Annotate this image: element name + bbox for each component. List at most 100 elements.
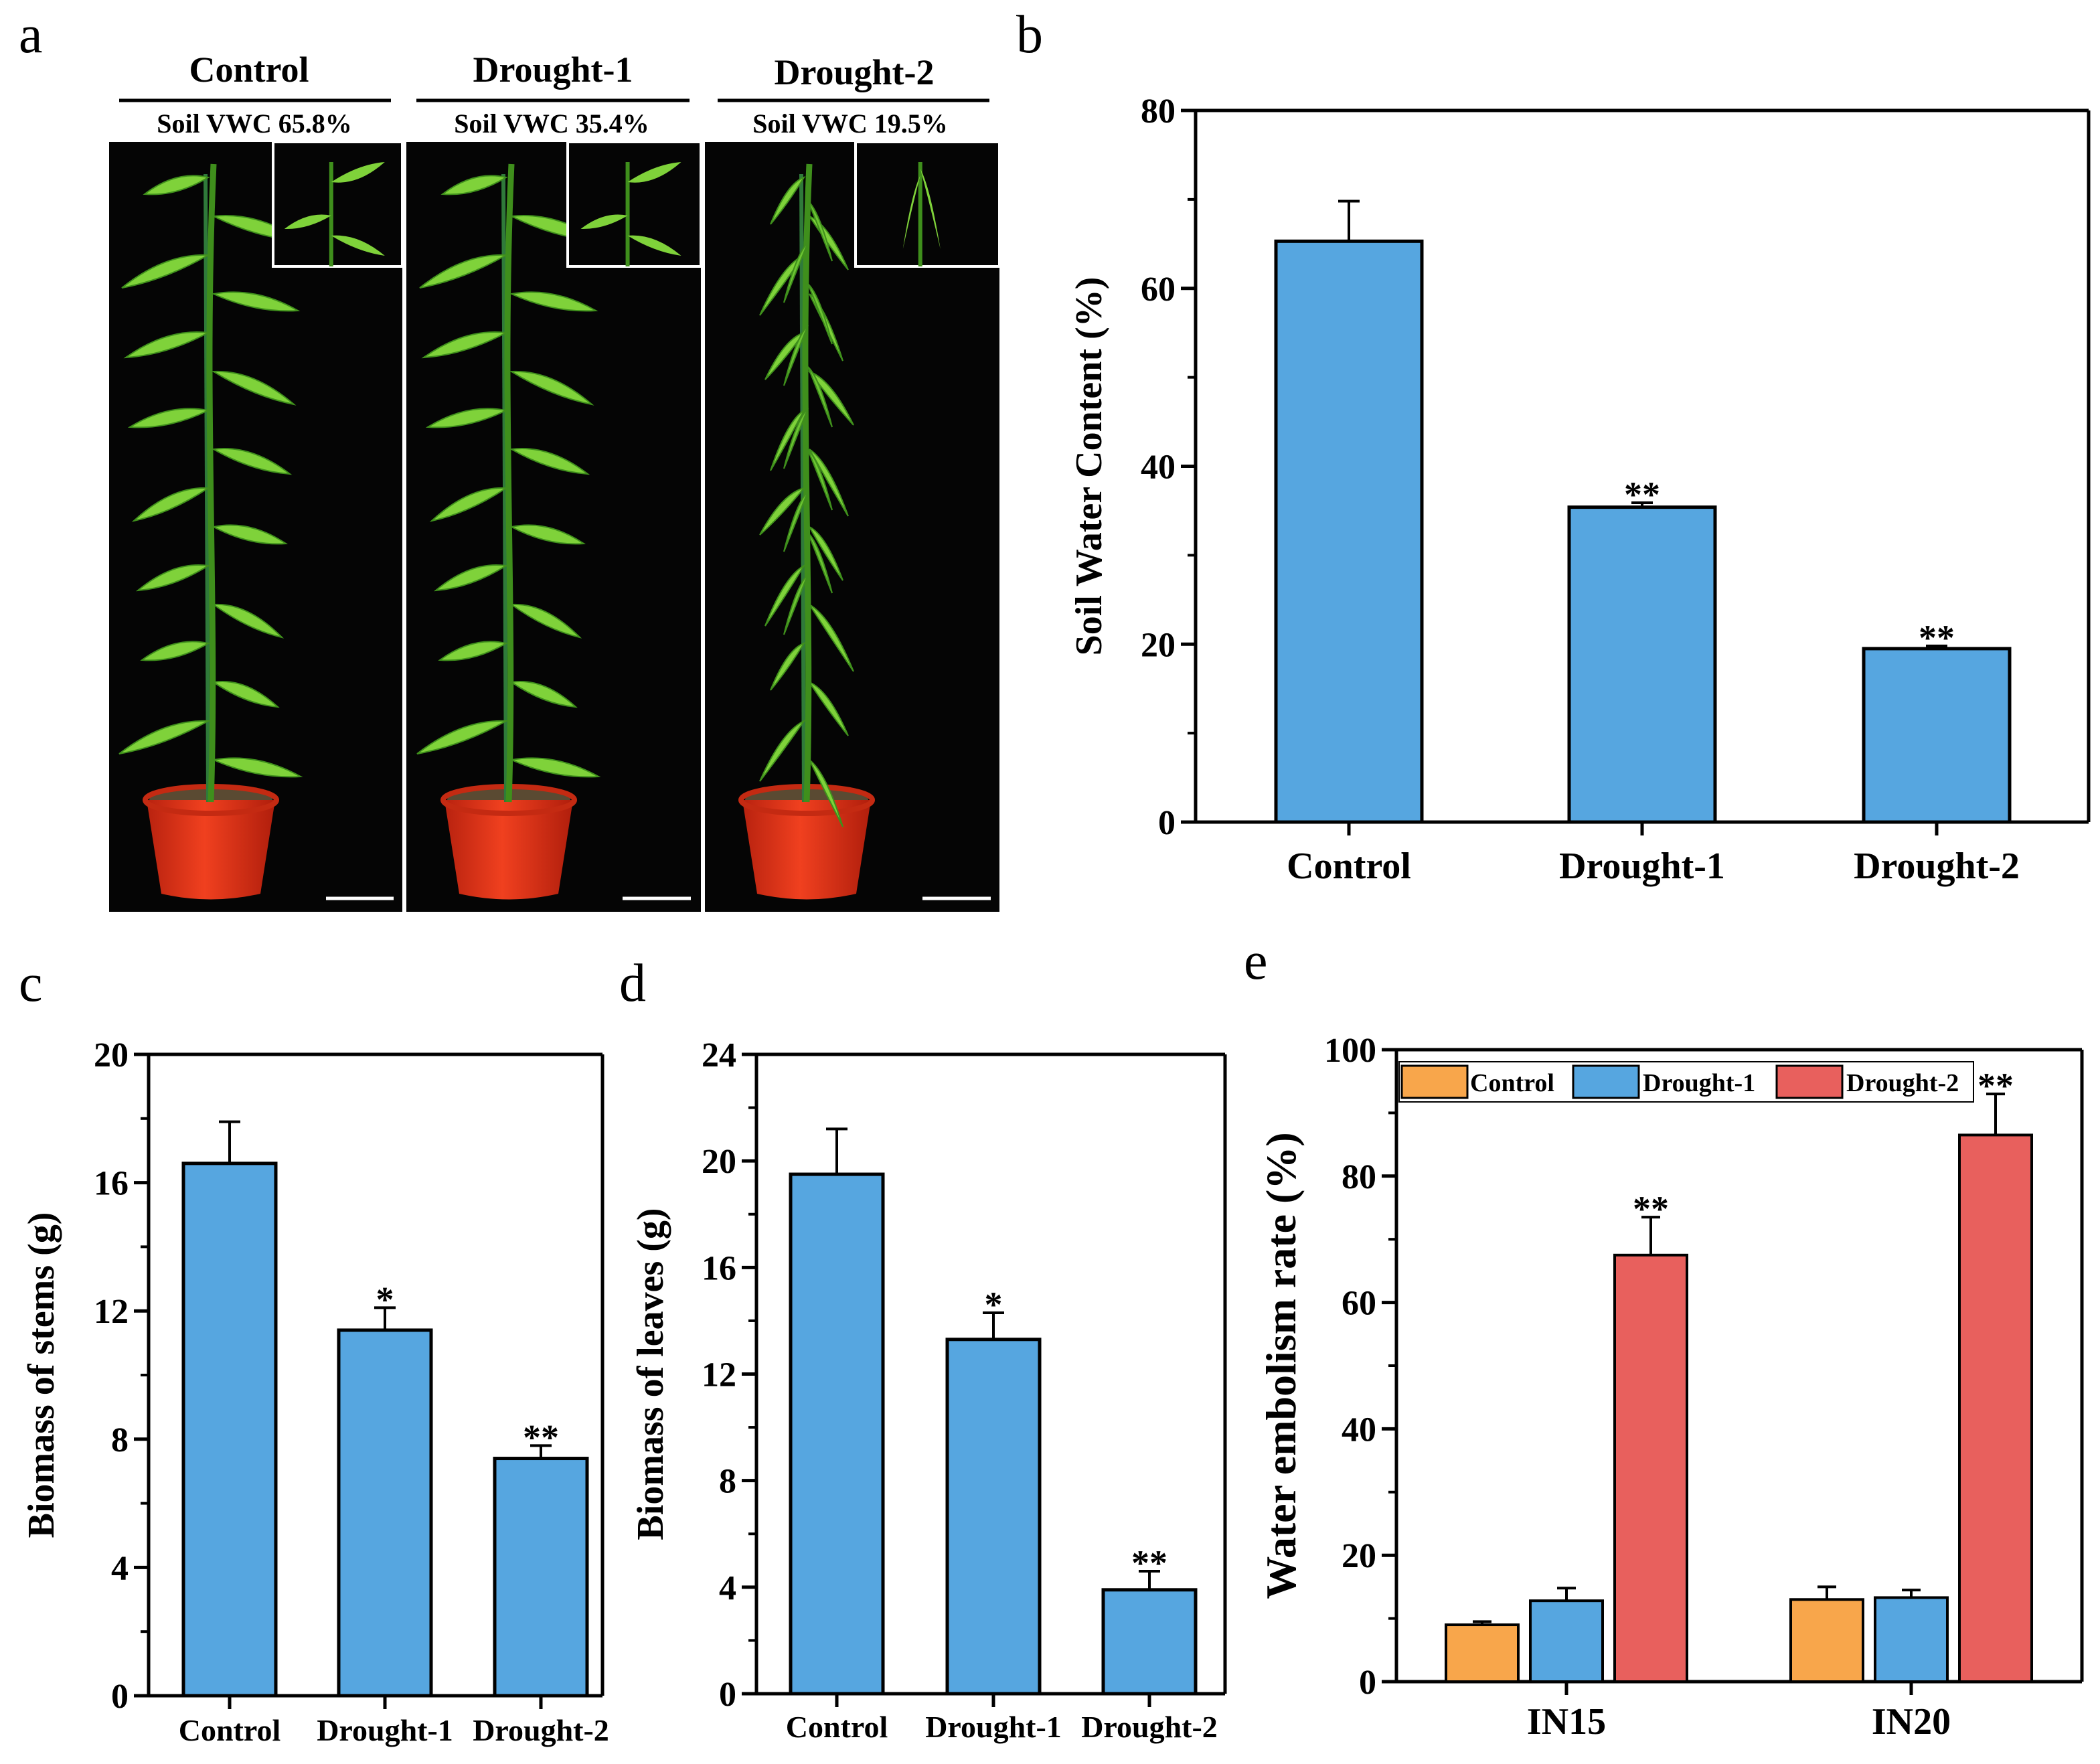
x-category-label: Drought-2 xyxy=(1854,846,2020,887)
inset-frame xyxy=(272,141,404,268)
y-tick-label: 20 xyxy=(1141,626,1176,664)
leaf xyxy=(121,254,211,289)
leaf xyxy=(783,408,809,469)
inset-drought1 xyxy=(566,141,702,268)
leaf xyxy=(123,331,211,359)
leaf xyxy=(433,564,508,592)
inset-control xyxy=(272,141,404,268)
y-tick-label: 8 xyxy=(719,1463,736,1501)
x-category-label: IN15 xyxy=(1527,1701,1606,1743)
leaf xyxy=(421,331,509,359)
plant-drought2 xyxy=(738,163,875,900)
y-tick-label: 20 xyxy=(1342,1537,1376,1575)
leaf xyxy=(509,291,598,312)
y-tick-label: 4 xyxy=(719,1569,736,1607)
panel-label-c: c xyxy=(19,954,43,1013)
inset-leaf xyxy=(331,235,385,256)
leaf xyxy=(770,642,806,691)
legend-box xyxy=(1398,1061,1974,1103)
stem xyxy=(504,163,515,803)
panel-label-a: a xyxy=(19,5,43,64)
leaf xyxy=(440,175,508,195)
leaf xyxy=(211,291,301,312)
y-tick-label: 8 xyxy=(111,1421,129,1459)
bar-drought-1-in15 xyxy=(1529,1599,1604,1683)
leaf xyxy=(807,680,849,736)
x-category-label: Drought-1 xyxy=(1559,846,1725,887)
stem xyxy=(206,163,217,803)
bar-control xyxy=(1274,239,1424,824)
leaf xyxy=(807,370,854,426)
bar-drought-2-in15 xyxy=(1613,1253,1688,1684)
leaf xyxy=(429,487,509,522)
stem xyxy=(802,163,813,803)
inset-frame xyxy=(566,141,702,268)
significance-mark: ** xyxy=(523,1417,559,1457)
photo-title-drought1: Drought-1 xyxy=(473,50,633,90)
significance-mark: ** xyxy=(1633,1189,1669,1229)
panel-label-d: d xyxy=(619,954,646,1013)
pot xyxy=(445,800,573,900)
leaf xyxy=(211,448,293,475)
legend-label-drought-1: Drought-1 xyxy=(1643,1069,1755,1097)
leaf xyxy=(438,641,508,661)
leaf xyxy=(212,524,288,545)
bar-drought-2 xyxy=(1101,1588,1198,1696)
leaf xyxy=(783,242,809,303)
leaf xyxy=(509,681,578,708)
x-category-label: Drought-1 xyxy=(925,1710,1062,1744)
bar-drought-2 xyxy=(1862,647,2012,824)
bar-drought-1 xyxy=(1567,505,1717,824)
legend: Control Drought-1 Drought-2 xyxy=(1398,1061,1974,1103)
y-tick-label: 12 xyxy=(94,1293,129,1331)
y-tick-label: 40 xyxy=(1342,1411,1376,1449)
inset-leaf xyxy=(331,162,385,183)
photo-panel: Control Soil VWC 65.8% Drought-1 Soil VW… xyxy=(109,50,1001,912)
leaf xyxy=(211,757,303,778)
photo-title-control: Control xyxy=(189,50,309,90)
y-tick-label: 0 xyxy=(1359,1664,1376,1702)
significance-mark: * xyxy=(376,1279,394,1319)
bar-drought-2 xyxy=(493,1457,589,1698)
leaf xyxy=(809,449,849,517)
y-tick-label: 0 xyxy=(1158,804,1176,842)
leaf xyxy=(509,603,582,639)
leaf xyxy=(135,564,210,592)
x-category-label: Control xyxy=(1287,846,1411,887)
bar-control-in15 xyxy=(1445,1623,1520,1684)
leaf xyxy=(807,525,843,581)
photo-drought2 xyxy=(705,142,999,912)
leaf xyxy=(764,331,806,380)
y-tick-label: 4 xyxy=(111,1549,129,1587)
leaf xyxy=(509,448,590,475)
leaf xyxy=(143,175,210,195)
leaf xyxy=(759,487,806,536)
significance-mark: ** xyxy=(1919,618,1955,658)
inset-leaf xyxy=(627,162,681,183)
y-axis-label: Soil Water Content (%) xyxy=(1068,277,1110,656)
legend-label-control: Control xyxy=(1470,1069,1554,1097)
leaf xyxy=(807,532,833,594)
leaf xyxy=(807,200,833,262)
leaf xyxy=(212,681,280,708)
panel-label-e: e xyxy=(1244,932,1268,991)
leaf xyxy=(509,370,594,406)
y-tick-label: 12 xyxy=(702,1356,736,1394)
bar-drought-1-in20 xyxy=(1874,1596,1949,1683)
leaf xyxy=(807,449,833,511)
leaf xyxy=(140,641,210,661)
y-tick-label: 0 xyxy=(719,1676,736,1714)
photo-subtitle-drought1: Soil VWC 35.4% xyxy=(454,108,649,139)
photo-subtitle-control: Soil VWC 65.8% xyxy=(157,108,352,139)
leaf xyxy=(425,408,509,428)
legend-label-drought-2: Drought-2 xyxy=(1846,1069,1959,1097)
y-tick-label: 100 xyxy=(1324,1032,1376,1070)
y-tick-label: 80 xyxy=(1141,92,1176,131)
y-tick-label: 60 xyxy=(1342,1285,1376,1323)
leaf xyxy=(770,176,806,225)
plant-control xyxy=(118,163,305,900)
photo-title-drought2: Drought-2 xyxy=(774,52,934,92)
leaf xyxy=(783,574,809,635)
legend-swatch-drought-1 xyxy=(1572,1064,1640,1099)
